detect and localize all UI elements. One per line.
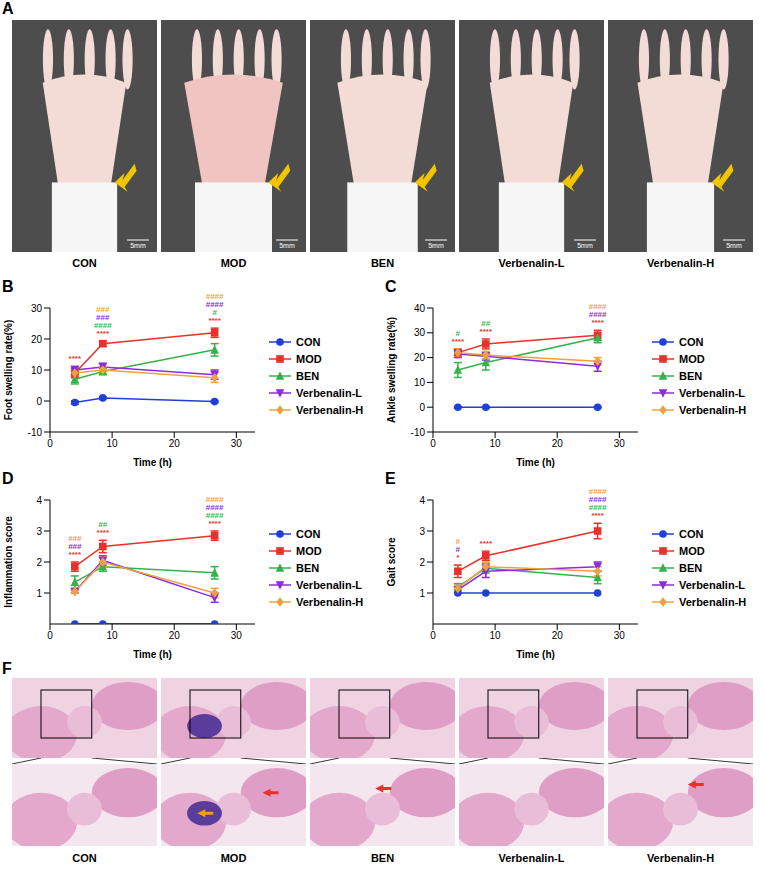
html-text:MOD: MOD (220, 852, 247, 864)
svg-text:Ankle swelling rate(%): Ankle swelling rate(%) (386, 317, 397, 423)
svg-text:5mm: 5mm (279, 242, 295, 249)
svg-text:0: 0 (430, 630, 436, 641)
svg-text:20: 20 (31, 334, 43, 345)
svg-text:****: **** (591, 318, 604, 327)
html-text:CON: CON (296, 335, 321, 348)
html-text:CON: CON (296, 527, 321, 540)
svg-text:5mm: 5mm (726, 242, 742, 249)
svg-text:****: **** (480, 539, 493, 548)
svg-text:3: 3 (36, 526, 42, 537)
html-text:Verbenalin-L: Verbenalin-L (296, 578, 362, 591)
svg-text:****: **** (97, 329, 110, 338)
html-text:Verbenalin-H: Verbenalin-H (646, 257, 715, 269)
svg-text:2: 2 (419, 557, 425, 568)
svg-text:Inflammation score: Inflammation score (3, 516, 14, 608)
html-text:Verbenalin-H: Verbenalin-H (679, 403, 747, 416)
svg-text:4: 4 (419, 495, 425, 506)
html-text:A: A (2, 0, 14, 17)
svg-text:30: 30 (231, 630, 243, 641)
html-text:BEN: BEN (679, 561, 703, 574)
svg-text:10: 10 (107, 438, 119, 449)
html-text:Verbenalin-L: Verbenalin-L (498, 257, 565, 269)
html-text:Verbenalin-H: Verbenalin-H (679, 595, 747, 608)
svg-text:30: 30 (614, 630, 626, 641)
svg-text:20: 20 (552, 630, 564, 641)
svg-text:Time (h): Time (h) (516, 649, 555, 660)
html-text:MOD: MOD (679, 544, 705, 557)
svg-text:****: **** (97, 528, 110, 537)
html-text:MOD: MOD (296, 352, 322, 365)
svg-text:3: 3 (419, 526, 425, 537)
svg-text:Time (h): Time (h) (516, 457, 555, 468)
svg-text:4: 4 (36, 495, 42, 506)
svg-text:5mm: 5mm (428, 242, 444, 249)
html-text:Verbenalin-H: Verbenalin-H (646, 852, 715, 864)
svg-text:30: 30 (31, 303, 43, 314)
svg-text:Time (h): Time (h) (133, 457, 172, 468)
html-text:Verbenalin-L: Verbenalin-L (498, 852, 565, 864)
svg-text:10: 10 (107, 630, 119, 641)
svg-text:-10: -10 (28, 427, 43, 438)
svg-text:30: 30 (414, 327, 426, 338)
html-text:BEN: BEN (296, 561, 320, 574)
svg-text:****: **** (69, 354, 82, 363)
html-text:CON: CON (72, 257, 97, 269)
svg-text:20: 20 (169, 438, 181, 449)
html-text:MOD: MOD (679, 352, 705, 365)
svg-text:5mm: 5mm (130, 242, 146, 249)
html-text:F: F (2, 660, 12, 677)
svg-text:****: **** (591, 511, 604, 520)
html-text:Verbenalin-L: Verbenalin-L (296, 386, 362, 399)
svg-text:****: **** (208, 316, 221, 325)
svg-text:40: 40 (414, 303, 426, 314)
svg-text:20: 20 (414, 352, 426, 363)
svg-text:30: 30 (231, 438, 243, 449)
svg-text:1: 1 (36, 588, 42, 599)
svg-text:20: 20 (552, 438, 564, 449)
svg-text:Foot swelling rate(%): Foot swelling rate(%) (3, 320, 14, 421)
svg-text:10: 10 (490, 438, 502, 449)
html-text:C: C (385, 278, 397, 295)
html-text:CON: CON (72, 852, 97, 864)
html-text:MOD: MOD (220, 257, 247, 269)
svg-text:2: 2 (36, 557, 42, 568)
svg-text:Gait score: Gait score (386, 537, 397, 586)
html-text:D: D (2, 470, 14, 487)
svg-text:-10: -10 (411, 427, 426, 438)
html-text:CON: CON (679, 527, 704, 540)
svg-text:0: 0 (47, 438, 53, 449)
html-text:BEN: BEN (296, 369, 320, 382)
svg-text:****: **** (69, 550, 82, 559)
svg-text:30: 30 (614, 438, 626, 449)
html-text:E: E (385, 470, 396, 487)
html-text:BEN: BEN (370, 257, 395, 269)
html-text:BEN: BEN (679, 369, 703, 382)
html-text:Verbenalin-L: Verbenalin-L (679, 578, 745, 591)
html-text:MOD: MOD (296, 544, 322, 557)
svg-text:****: **** (452, 337, 465, 346)
svg-text:5mm: 5mm (577, 242, 593, 249)
html-text:Verbenalin-H: Verbenalin-H (296, 403, 364, 416)
html-text:CON: CON (679, 335, 704, 348)
html-text:B: B (2, 278, 14, 295)
html-text:Verbenalin-H: Verbenalin-H (296, 595, 364, 608)
svg-text:****: **** (208, 519, 221, 528)
svg-text:10: 10 (490, 630, 502, 641)
svg-text:10: 10 (31, 365, 43, 376)
svg-text:0: 0 (419, 402, 425, 413)
svg-text:0: 0 (36, 396, 42, 407)
svg-text:20: 20 (169, 630, 181, 641)
svg-text:*: * (456, 553, 460, 562)
svg-text:Time (h): Time (h) (133, 649, 172, 660)
svg-text:0: 0 (47, 630, 53, 641)
svg-text:1: 1 (419, 588, 425, 599)
svg-text:0: 0 (430, 438, 436, 449)
svg-text:****: **** (480, 327, 493, 336)
svg-text:10: 10 (414, 377, 426, 388)
html-text:Verbenalin-L: Verbenalin-L (679, 386, 745, 399)
html-text:BEN: BEN (370, 852, 395, 864)
